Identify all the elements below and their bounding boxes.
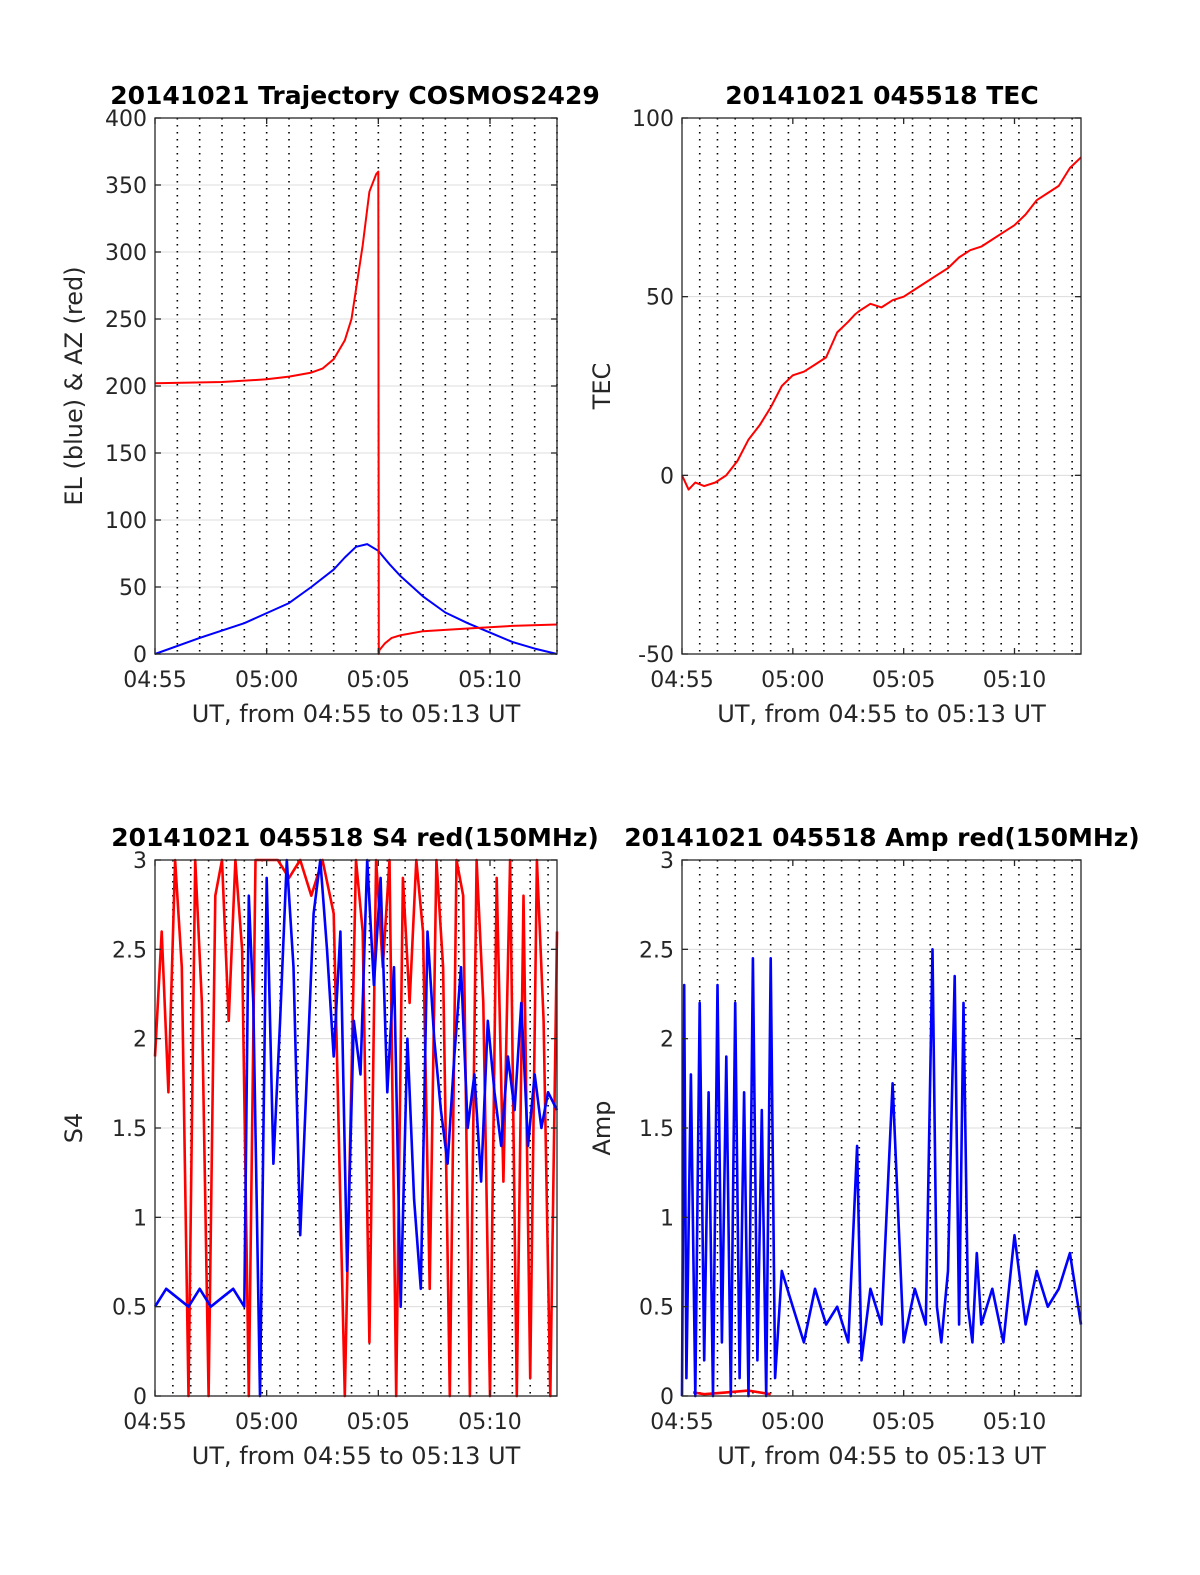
x-tick-label: 05:10 — [983, 1410, 1046, 1435]
y-axis-label: S4 — [60, 1113, 88, 1144]
chart-title: 20141021 045518 TEC — [725, 81, 1038, 110]
y-tick-label: 1 — [133, 1206, 147, 1231]
x-tick-label: 05:00 — [235, 668, 298, 693]
series-line-0 — [692, 1389, 771, 1396]
axes-frame — [681, 117, 1082, 655]
y-axis-label: TEC — [588, 363, 616, 411]
y-tick-label: 50 — [119, 576, 147, 601]
y-tick-label: 2.5 — [639, 938, 674, 963]
x-tick-label: 04:55 — [650, 668, 713, 693]
panel-s4: 0 0.5 1 1.5 2 2.5 3 04:55 05:00 05:05 05:10 2014102… — [60, 823, 599, 1470]
y-tick-label: 100 — [632, 107, 674, 132]
x-tick-label: 05:10 — [458, 1410, 521, 1435]
y-tick-label: 0.5 — [112, 1296, 147, 1321]
series-line-1 — [153, 858, 559, 1398]
y-tick-label: 50 — [646, 286, 674, 311]
y-tick-label: 2 — [660, 1028, 674, 1053]
y-tick-label: 150 — [105, 442, 147, 467]
x-tick-label: 04:55 — [123, 668, 186, 693]
x-tick-label: 05:05 — [872, 668, 935, 693]
x-tick-label: 05:05 — [347, 1410, 410, 1435]
chart-title: 20141021 Trajectory COSMOS2429 — [110, 81, 600, 110]
x-axis-label: UT, from 04:55 to 05:13 UT — [192, 1442, 521, 1470]
x-tick-label: 05:05 — [872, 1410, 935, 1435]
y-tick-label: 0 — [133, 1385, 147, 1410]
y-tick-label: -50 — [638, 643, 674, 668]
x-axis-label: UT, from 04:55 to 05:13 UT — [717, 1442, 1046, 1470]
y-tick-label: 0.5 — [639, 1296, 674, 1321]
y-tick-label: 3 — [660, 849, 674, 874]
x-tick-label: 04:55 — [650, 1410, 713, 1435]
series-line-1 — [680, 947, 1083, 1398]
x-tick-label: 05:00 — [761, 1410, 824, 1435]
panel-tec: -50 0 50 100 04:55 05:00 05:05 05:10 20141021 04… — [588, 81, 1082, 728]
x-tick-label: 04:55 — [123, 1410, 186, 1435]
y-tick-label: 0 — [133, 643, 147, 668]
y-axis-label: EL (blue) & AZ (red) — [60, 266, 88, 505]
series-line-0 — [681, 156, 1082, 491]
el-series-line — [154, 543, 558, 655]
y-tick-label: 250 — [105, 308, 147, 333]
y-tick-label: 350 — [105, 174, 147, 199]
x-tick-label: 05:00 — [761, 668, 824, 693]
az-series-line — [154, 170, 558, 655]
x-tick-label: 05:00 — [235, 1410, 298, 1435]
y-tick-label: 1 — [660, 1206, 674, 1231]
y-tick-label: 2 — [133, 1028, 147, 1053]
panel-amp: 0 0.5 1 1.5 2 2.5 3 04:55 05:00 05:05 05:10 2014102… — [588, 823, 1140, 1470]
y-tick-label: 1.5 — [639, 1117, 674, 1142]
chart-title: 20141021 045518 S4 red(150MHz) — [111, 823, 599, 852]
x-tick-label: 05:05 — [347, 668, 410, 693]
y-tick-label: 300 — [105, 241, 147, 266]
y-tick-label: 0 — [660, 464, 674, 489]
y-tick-label: 100 — [105, 509, 147, 534]
y-tick-label: 2.5 — [112, 938, 147, 963]
x-axis-label: UT, from 04:55 to 05:13 UT — [192, 700, 521, 728]
y-axis-label: Amp — [588, 1100, 616, 1155]
y-tick-label: 3 — [133, 849, 147, 874]
y-tick-label: 0 — [660, 1385, 674, 1410]
y-tick-label: 200 — [105, 375, 147, 400]
y-tick-label: 1.5 — [112, 1117, 147, 1142]
x-tick-label: 05:10 — [458, 668, 521, 693]
x-tick-label: 05:10 — [983, 668, 1046, 693]
x-axis-label: UT, from 04:55 to 05:13 UT — [717, 700, 1046, 728]
panel-trajectory: 0 50 100 150 200 250 300 350 400 04:55 05:00 05:05 0… — [60, 81, 600, 728]
chart-title: 20141021 045518 Amp red(150MHz) — [624, 823, 1140, 852]
y-tick-label: 400 — [105, 107, 147, 132]
